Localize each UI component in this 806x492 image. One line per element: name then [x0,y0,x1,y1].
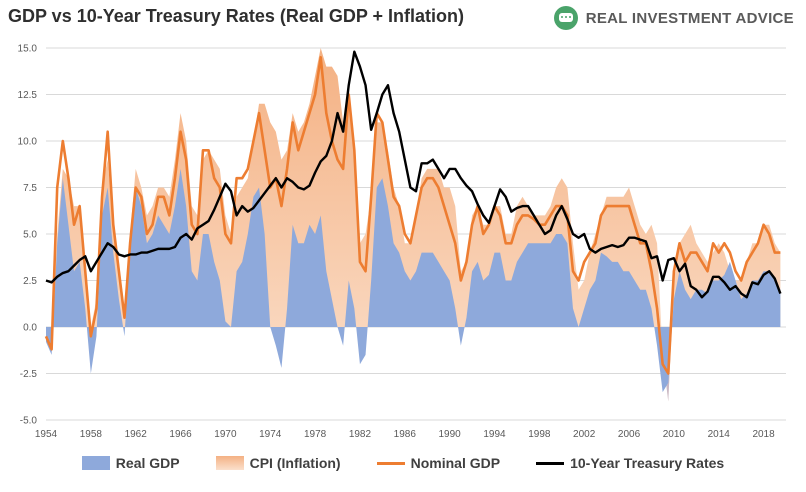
x-tick-label: 2002 [573,429,596,440]
line-layer [44,50,782,375]
y-tick-label: -2.5 [20,369,38,380]
legend-item-treasury: 10-Year Treasury Rates [536,455,724,471]
area-layer [46,48,781,402]
y-tick-label: 10.0 [18,137,38,148]
legend-swatch-nominal-gdp [376,461,405,465]
real-gdp-area [46,168,781,393]
legend-item-real-gdp: Real GDP [81,455,180,471]
legend-swatch-real-gdp [81,456,110,470]
x-tick-label: 1982 [349,429,372,440]
y-tick-label: 5.0 [23,230,37,241]
legend-label-nominal-gdp: Nominal GDP [410,455,501,471]
legend-label-real-gdp: Real GDP [115,455,180,471]
chat-bubble-icon [553,6,578,30]
x-tick-label: 2010 [663,429,686,440]
x-tick-label: 1974 [259,429,282,440]
x-tick-label: 2014 [708,429,731,440]
legend-label-cpi: CPI (Inflation) [249,455,341,471]
x-tick-label: 1970 [214,429,237,440]
x-tick-label: 1958 [80,429,103,440]
legend-swatch-treasury [536,461,565,465]
y-tick-label: 12.5 [18,90,38,101]
y-tick-label: 2.5 [23,276,37,287]
brand: REAL INVESTMENT ADVICE [553,6,794,30]
x-tick-label: 1978 [304,429,327,440]
legend-item-nominal-gdp: Nominal GDP [376,455,501,471]
x-tick-label: 1986 [394,429,417,440]
x-tick-label: 1990 [439,429,462,440]
x-tick-label: 1962 [125,429,148,440]
x-tick-label: 2006 [618,429,641,440]
nominal-gdp-line [44,56,781,375]
legend-swatch-cpi [215,456,244,470]
x-tick-label: 1994 [483,429,506,440]
brand-name: REAL INVESTMENT ADVICE [585,9,794,27]
legend-item-cpi: CPI (Inflation) [215,455,341,471]
x-axis: 1954 1958 1962 1966 1970 1974 1978 1982 1986 1990… [35,429,775,440]
x-tick-label: 2018 [752,429,775,440]
treasury-line [45,50,782,299]
y-tick-label: -5.0 [20,416,38,427]
y-tick-label: 0.0 [23,323,37,334]
legend: Real GDP CPI (Inflation) Nominal GDP 10-… [0,452,806,474]
y-tick-label: 15.0 [18,44,38,55]
legend-label-treasury: 10-Year Treasury Rates [570,455,725,471]
x-tick-label: 1966 [169,429,192,440]
y-axis: -5.0 -2.5 0.0 2.5 5.0 7.5 10.0 12.5 15.0 [18,44,38,427]
x-tick-label: 1998 [528,429,551,440]
y-tick-label: 7.5 [23,183,37,194]
chart-title: GDP vs 10-Year Treasury Rates (Real GDP … [8,6,465,26]
x-tick-label: 1954 [35,429,58,440]
